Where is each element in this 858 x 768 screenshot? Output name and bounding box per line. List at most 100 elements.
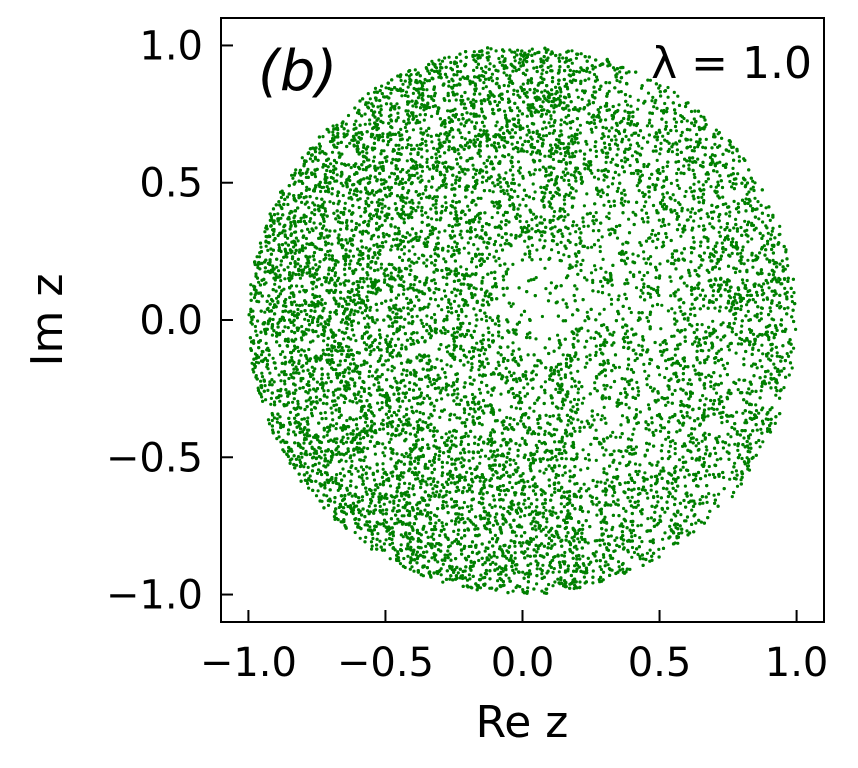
scatter-point	[322, 493, 326, 497]
scatter-point	[355, 193, 359, 197]
scatter-point	[424, 544, 428, 549]
scatter-point	[657, 231, 661, 236]
scatter-point	[331, 424, 335, 428]
scatter-point	[677, 223, 681, 227]
scatter-point	[568, 263, 572, 267]
scatter-point	[433, 298, 438, 302]
scatter-point	[549, 281, 554, 285]
scatter-point	[488, 528, 492, 532]
scatter-point	[557, 464, 561, 468]
scatter-point	[454, 245, 459, 249]
scatter-point	[390, 541, 395, 545]
scatter-point	[757, 411, 761, 415]
scatter-point	[739, 304, 744, 308]
scatter-point	[723, 367, 727, 371]
scatter-point	[720, 421, 724, 425]
scatter-point	[453, 522, 457, 526]
scatter-point	[419, 127, 423, 131]
scatter-point	[562, 218, 566, 222]
scatter-point	[411, 338, 415, 343]
scatter-point	[323, 453, 327, 457]
scatter-point	[744, 197, 748, 201]
scatter-point	[590, 130, 594, 134]
scatter-point	[493, 533, 497, 538]
scatter-point	[307, 230, 312, 234]
scatter-point	[459, 442, 463, 447]
scatter-point	[544, 112, 549, 116]
scatter-point	[397, 409, 401, 413]
scatter-point	[430, 383, 434, 387]
scatter-point	[668, 524, 672, 529]
scatter-point	[652, 387, 656, 391]
scatter-point	[425, 195, 429, 199]
scatter-point	[576, 357, 580, 361]
scatter-point	[665, 366, 669, 371]
scatter-point	[585, 361, 589, 365]
scatter-point	[761, 234, 765, 238]
scatter-point	[732, 226, 736, 230]
scatter-point	[343, 273, 347, 277]
scatter-point	[676, 288, 680, 292]
scatter-point	[607, 89, 611, 93]
scatter-point	[601, 257, 605, 261]
scatter-point	[680, 120, 684, 124]
scatter-point	[770, 289, 774, 293]
scatter-point	[556, 250, 561, 255]
scatter-point	[518, 136, 523, 140]
scatter-point	[466, 505, 470, 509]
scatter-point	[633, 358, 637, 363]
scatter-point	[424, 421, 428, 425]
scatter-point	[618, 70, 622, 74]
scatter-point	[445, 461, 449, 465]
scatter-point	[742, 262, 746, 266]
scatter-point	[366, 446, 370, 451]
scatter-point	[664, 359, 668, 363]
scatter-point	[350, 323, 354, 328]
scatter-point	[694, 521, 698, 525]
scatter-point	[480, 180, 484, 184]
scatter-point	[444, 201, 448, 205]
scatter-point	[588, 353, 592, 357]
scatter-point	[313, 203, 317, 207]
scatter-point	[438, 415, 442, 419]
scatter-point	[685, 414, 689, 418]
scatter-point	[416, 96, 420, 100]
scatter-point	[399, 170, 403, 174]
scatter-point	[578, 131, 582, 135]
scatter-point	[730, 185, 734, 189]
scatter-point	[352, 362, 356, 366]
scatter-point	[257, 255, 262, 259]
scatter-point	[638, 410, 643, 414]
scatter-point	[429, 207, 433, 211]
scatter-point	[363, 420, 368, 424]
scatter-point	[650, 416, 654, 420]
scatter-point	[596, 290, 600, 294]
scatter-point	[452, 299, 457, 303]
scatter-point	[358, 536, 362, 540]
scatter-point	[620, 414, 625, 418]
scatter-point	[381, 508, 385, 512]
scatter-point	[645, 491, 649, 495]
scatter-point	[689, 210, 693, 214]
scatter-point	[563, 120, 567, 124]
scatter-point	[484, 319, 489, 323]
scatter-point	[780, 259, 784, 263]
scatter-point	[754, 403, 758, 407]
scatter-point	[440, 367, 444, 371]
scatter-point	[530, 243, 535, 247]
scatter-point	[533, 482, 537, 486]
scatter-point	[273, 282, 277, 286]
scatter-point	[607, 211, 611, 215]
scatter-point	[561, 234, 565, 238]
scatter-point	[525, 133, 529, 137]
scatter-point	[562, 157, 566, 162]
scatter-point	[283, 379, 287, 383]
scatter-point	[511, 147, 515, 151]
scatter-point	[388, 484, 393, 488]
scatter-point	[634, 286, 639, 290]
scatter-point	[703, 146, 708, 150]
scatter-point	[551, 124, 555, 128]
scatter-point	[341, 441, 345, 446]
scatter-point	[731, 151, 735, 155]
scatter-point	[542, 471, 546, 475]
